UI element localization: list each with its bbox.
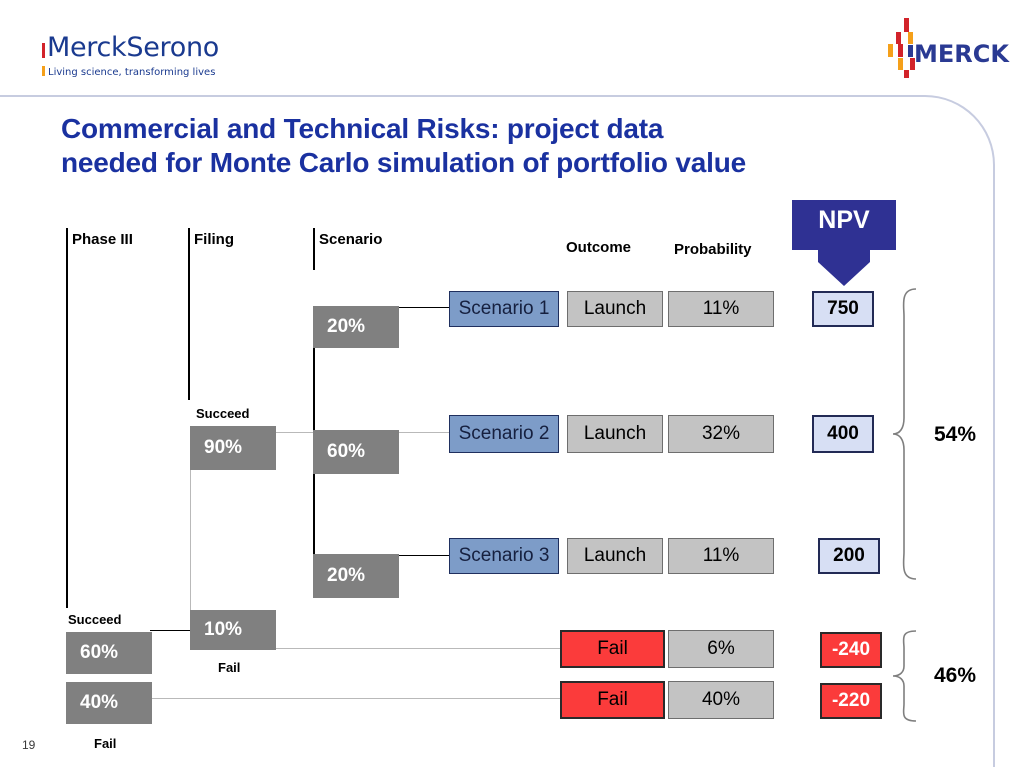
header-scenario: Scenario — [319, 231, 383, 248]
row2-outcome: Launch — [567, 415, 663, 453]
filing-fail-branch-connector — [150, 630, 218, 631]
scenario-column-rule — [313, 228, 315, 270]
row1-outcome: Launch — [567, 291, 663, 327]
page-title-line1: Commercial and Technical Risks: project … — [61, 113, 664, 144]
merck-serono-tagline-row: Living science, transforming lives — [42, 66, 342, 79]
scenario3-probability: 20% — [313, 554, 399, 598]
row4-outcome: Fail — [560, 630, 665, 668]
filing-succeed-label: Succeed — [196, 406, 250, 421]
header-phase: Phase III — [72, 231, 133, 248]
phase-succeed-probability: 60% — [66, 632, 152, 674]
page-number: 19 — [22, 738, 36, 752]
fail-group-brace — [890, 628, 928, 729]
header-probability: Probability — [674, 241, 752, 258]
npv-arrow-icon — [792, 200, 896, 286]
npv-header-arrow: NPV — [792, 200, 896, 286]
row3-npv: 200 — [818, 538, 880, 574]
filing-fail-probability: 10% — [190, 610, 276, 650]
phase-fail-label: Fail — [94, 736, 117, 751]
page-title-line2: needed for Monte Carlo simulation of por… — [61, 147, 746, 178]
merck-serono-wordmark: MerckSerono — [42, 33, 342, 63]
filing-trunk-connector — [190, 432, 191, 630]
merck-logo-dashes-icon — [888, 18, 915, 78]
filing-succeed-probability: 90% — [190, 426, 276, 470]
scenario1-probability: 20% — [313, 306, 399, 348]
fail-6-row-connector — [276, 648, 560, 649]
row1-npv: 750 — [812, 291, 874, 327]
filing-fail-label: Fail — [218, 660, 241, 675]
row2-scenario: Scenario 2 — [449, 415, 559, 453]
row3-scenario: Scenario 3 — [449, 538, 559, 574]
logo-red-tick-icon — [42, 43, 45, 58]
fail-group-total: 46% — [934, 664, 977, 687]
header-outcome: Outcome — [566, 239, 632, 256]
row5-npv: -220 — [820, 683, 882, 719]
merck-logo: MERCK — [878, 14, 1009, 80]
merck-serono-tagline: Living science, transforming lives — [48, 67, 216, 78]
row2-probability: 32% — [668, 415, 774, 453]
fail-40-row-connector — [150, 698, 560, 699]
row3-outcome: Launch — [567, 538, 663, 574]
row5-probability: 40% — [668, 681, 774, 719]
phase-succeed-label: Succeed — [68, 612, 122, 627]
phase-fail-probability: 40% — [66, 682, 152, 724]
fail-brace-icon — [892, 630, 917, 722]
filing-column-rule — [188, 228, 190, 400]
merck-wordmark: MERCK — [914, 40, 1009, 68]
launch-group-brace — [890, 286, 928, 587]
row2-npv: 400 — [812, 415, 874, 453]
row1-scenario: Scenario 1 — [449, 291, 559, 327]
phase-column-rule — [66, 228, 68, 608]
row4-probability: 6% — [668, 630, 774, 668]
launch-brace-icon — [892, 288, 917, 580]
header-filing: Filing — [194, 231, 234, 248]
page-title: Commercial and Technical Risks: project … — [61, 112, 941, 180]
row4-npv: -240 — [820, 632, 882, 668]
row3-probability: 11% — [668, 538, 774, 574]
row5-outcome: Fail — [560, 681, 665, 719]
logo-orange-tick-icon — [42, 66, 45, 76]
merck-serono-wordmark-part1: Merck — [47, 32, 127, 63]
row1-probability: 11% — [668, 291, 774, 327]
launch-group-total: 54% — [934, 423, 977, 446]
scenario2-probability: 60% — [313, 430, 399, 474]
merck-serono-wordmark-part2: Serono — [126, 32, 220, 63]
merck-serono-logo: MerckSerono Living science, transforming… — [42, 33, 342, 83]
